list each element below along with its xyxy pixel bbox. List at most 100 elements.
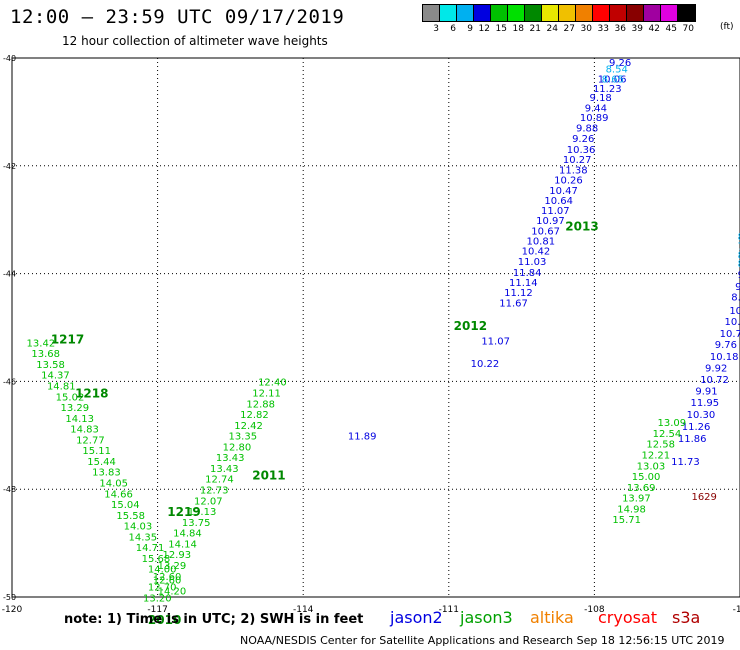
data-point-label: 10.18 <box>710 352 739 363</box>
data-point-label: 14.98 <box>617 504 646 515</box>
x-tick-label: -117 <box>147 605 167 615</box>
data-point-label: 10.72 <box>700 375 729 386</box>
pass-id-label: 1217 <box>51 333 84 347</box>
data-point-label: 15.71 <box>612 515 641 526</box>
data-point-label: 15.44 <box>87 457 116 468</box>
data-point-label: 15.68 <box>142 554 171 565</box>
y-tick-label: -50 <box>3 593 16 602</box>
y-tick-label: -44 <box>3 270 16 279</box>
data-point-label: 13.29 <box>61 403 90 414</box>
data-point-label: 11.12 <box>504 288 533 299</box>
data-point-label: 12.70 <box>148 583 177 594</box>
data-point-label: 11.67 <box>499 298 528 309</box>
scale-swatch <box>491 5 508 21</box>
scale-label: 27 <box>563 24 575 34</box>
data-point-label: 10.30 <box>687 410 716 421</box>
data-point-label: 12.58 <box>646 440 675 451</box>
satellite-legend-altika: altika <box>530 608 574 627</box>
scale-label: 6 <box>450 24 456 34</box>
pass-id-label: 2011 <box>252 468 285 482</box>
data-point-label: 13.69 <box>627 483 656 494</box>
data-point-label: 15.58 <box>116 511 145 522</box>
data-point-label: 1629 <box>691 492 716 503</box>
x-tick-label: -10 <box>733 605 740 615</box>
data-point-label: 9.26 <box>735 282 740 293</box>
data-point-label: 10.36 <box>567 145 596 156</box>
data-point-label: 12.54 <box>653 429 682 440</box>
data-point-label: 13.97 <box>622 494 651 505</box>
scale-label: 39 <box>631 24 643 34</box>
data-point-label: 10.64 <box>544 196 573 207</box>
chart-subtitle: 12 hour collection of altimeter wave hei… <box>62 34 328 48</box>
scale-label: 30 <box>580 24 592 34</box>
data-point-label: 12.11 <box>252 388 281 399</box>
data-point-label: 10.89 <box>580 113 609 124</box>
data-point-label: 12.80 <box>223 442 252 453</box>
data-point-label: 11.84 <box>513 268 542 279</box>
scale-swatch <box>644 5 661 21</box>
x-tick-label: -120 <box>2 605 23 615</box>
scale-label: 33 <box>597 24 609 34</box>
scale-swatch <box>661 5 678 21</box>
data-point-label: 15.04 <box>111 500 140 511</box>
scale-swatch <box>474 5 491 21</box>
data-point-label: 12.07 <box>194 496 223 507</box>
data-point-label: 13.09 <box>657 418 686 429</box>
data-point-label: 11.89 <box>348 432 377 443</box>
satellite-legend-jason3: jason3 <box>460 608 513 627</box>
data-point-label: 14.03 <box>124 522 153 533</box>
plot-frame <box>11 57 740 598</box>
data-point-label: 12.21 <box>641 450 670 461</box>
scale-swatch <box>559 5 576 21</box>
data-point-label: 11.73 <box>671 457 700 468</box>
data-point-label: 14.84 <box>173 529 202 540</box>
data-point-label: 8. <box>738 251 740 262</box>
data-point-label: 10.76 <box>720 329 740 340</box>
data-point-label: 11.14 <box>509 278 538 289</box>
scale-swatch <box>610 5 627 21</box>
data-point-label: 12.74 <box>205 475 234 486</box>
data-point-label: 11.03 <box>518 257 547 268</box>
data-point-label: 13.20 <box>143 593 172 604</box>
data-point-label: 14.83 <box>70 425 99 436</box>
data-point-label: 9.92 <box>705 364 727 375</box>
data-point-label: 8.54 <box>606 65 628 76</box>
data-point-label: 12.40 <box>258 378 287 389</box>
data-point-label: 9.88 <box>576 123 598 134</box>
data-point-label: 12.93 <box>162 550 191 561</box>
scale-swatch <box>440 5 457 21</box>
data-point-label: 14.13 <box>65 414 94 425</box>
scale-swatch <box>627 5 644 21</box>
pass-id-label: 2013 <box>565 219 598 233</box>
data-point-label: 13.68 <box>31 349 60 360</box>
scale-swatch <box>508 5 525 21</box>
data-point-label: 10.22 <box>471 359 500 370</box>
data-point-label: 10.97 <box>536 216 565 227</box>
data-point-label: 11.07 <box>481 337 510 348</box>
y-tick-label: -42 <box>3 162 16 171</box>
data-point-label: 9.91 <box>695 386 717 397</box>
scale-swatch <box>457 5 474 21</box>
scale-swatch <box>593 5 610 21</box>
data-point-label: 9.26 <box>572 134 594 145</box>
data-point-label: 15.02 <box>56 392 85 403</box>
unit-label: (ft) <box>720 22 734 32</box>
data-point-label: 12.77 <box>76 435 105 446</box>
data-point-label: 11.07 <box>541 206 570 217</box>
satellite-legend-cryosat: cryosat <box>598 608 658 627</box>
data-point-label: 11.95 <box>690 398 719 409</box>
data-point-label: 9.76 <box>715 340 737 351</box>
data-point-label: 13.13 <box>188 507 217 518</box>
data-point-label: 13.35 <box>228 432 257 443</box>
data-point-label: 15.00 <box>632 472 661 483</box>
scale-label: 36 <box>614 24 626 34</box>
data-point-label: 10.42 <box>522 247 551 258</box>
scale-label: 24 <box>546 24 558 34</box>
scale-swatch <box>542 5 559 21</box>
satellite-legend-s3a: s3a <box>672 608 701 627</box>
data-point-label: 8.5 <box>738 259 740 270</box>
x-tick-label: -114 <box>293 605 314 615</box>
data-point-label: 14.00 <box>148 565 177 576</box>
data-point-label: 9.44 <box>585 103 607 114</box>
data-point-label: 13.42 <box>27 338 56 349</box>
